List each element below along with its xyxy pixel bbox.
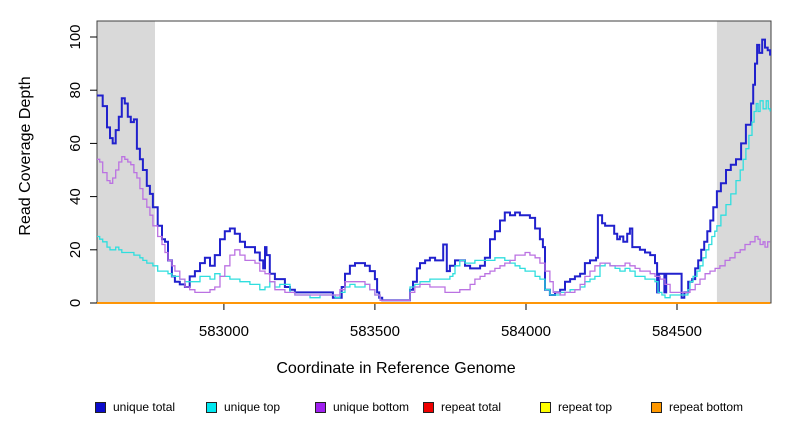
legend-item-repeat-total: repeat total (423, 397, 501, 417)
y-tick-label: 20 (67, 241, 84, 258)
legend-label: unique total (113, 400, 176, 414)
legend-swatch-repeat-bottom (651, 401, 662, 413)
legend-label: unique bottom (333, 400, 410, 414)
legend-label: repeat total (441, 400, 502, 414)
legend-label: repeat bottom (669, 400, 744, 414)
shaded-region (716, 21, 771, 303)
legend-swatch-unique-bottom (315, 401, 326, 413)
plot-box (96, 20, 772, 304)
x-tick-label: 583500 (350, 323, 400, 340)
y-tick-label: 40 (67, 188, 84, 205)
legend-item-unique-bottom: unique bottom (315, 397, 409, 417)
legend-label: repeat top (558, 400, 613, 414)
x-tick-label: 583000 (199, 323, 249, 340)
legend-swatch-unique-top (206, 401, 217, 413)
y-axis-title: Read Coverage Depth (17, 76, 34, 236)
x-tick-label: 584000 (501, 323, 551, 340)
y-axis-title-wrap: Read Coverage Depth (17, 0, 35, 316)
legend-swatch-repeat-total (423, 401, 434, 413)
y-tick-label: 100 (67, 24, 84, 49)
x-tick-label: 584500 (652, 323, 702, 340)
legend-swatch-unique-total (95, 401, 106, 413)
y-tick-label: 0 (67, 299, 84, 307)
shaded-region (97, 21, 155, 303)
legend-swatch-repeat-top (540, 401, 551, 413)
legend-item-repeat-top: repeat top (540, 397, 612, 417)
series-line-unique-bottom (97, 156, 771, 301)
legend-item-unique-total: unique total (95, 397, 175, 417)
series-line-unique-top (97, 100, 771, 301)
series-line-unique-total (97, 38, 772, 302)
y-tick-label: 60 (67, 135, 84, 152)
legend-label: unique top (224, 400, 281, 414)
x-axis-title: Coordinate in Reference Genome (276, 360, 516, 377)
y-tick-label: 80 (67, 82, 84, 99)
legend-item-repeat-bottom: repeat bottom (651, 397, 743, 417)
legend-item-unique-top: unique top (206, 397, 280, 417)
chart-legend: unique total unique top unique bottom repea… (0, 397, 792, 419)
